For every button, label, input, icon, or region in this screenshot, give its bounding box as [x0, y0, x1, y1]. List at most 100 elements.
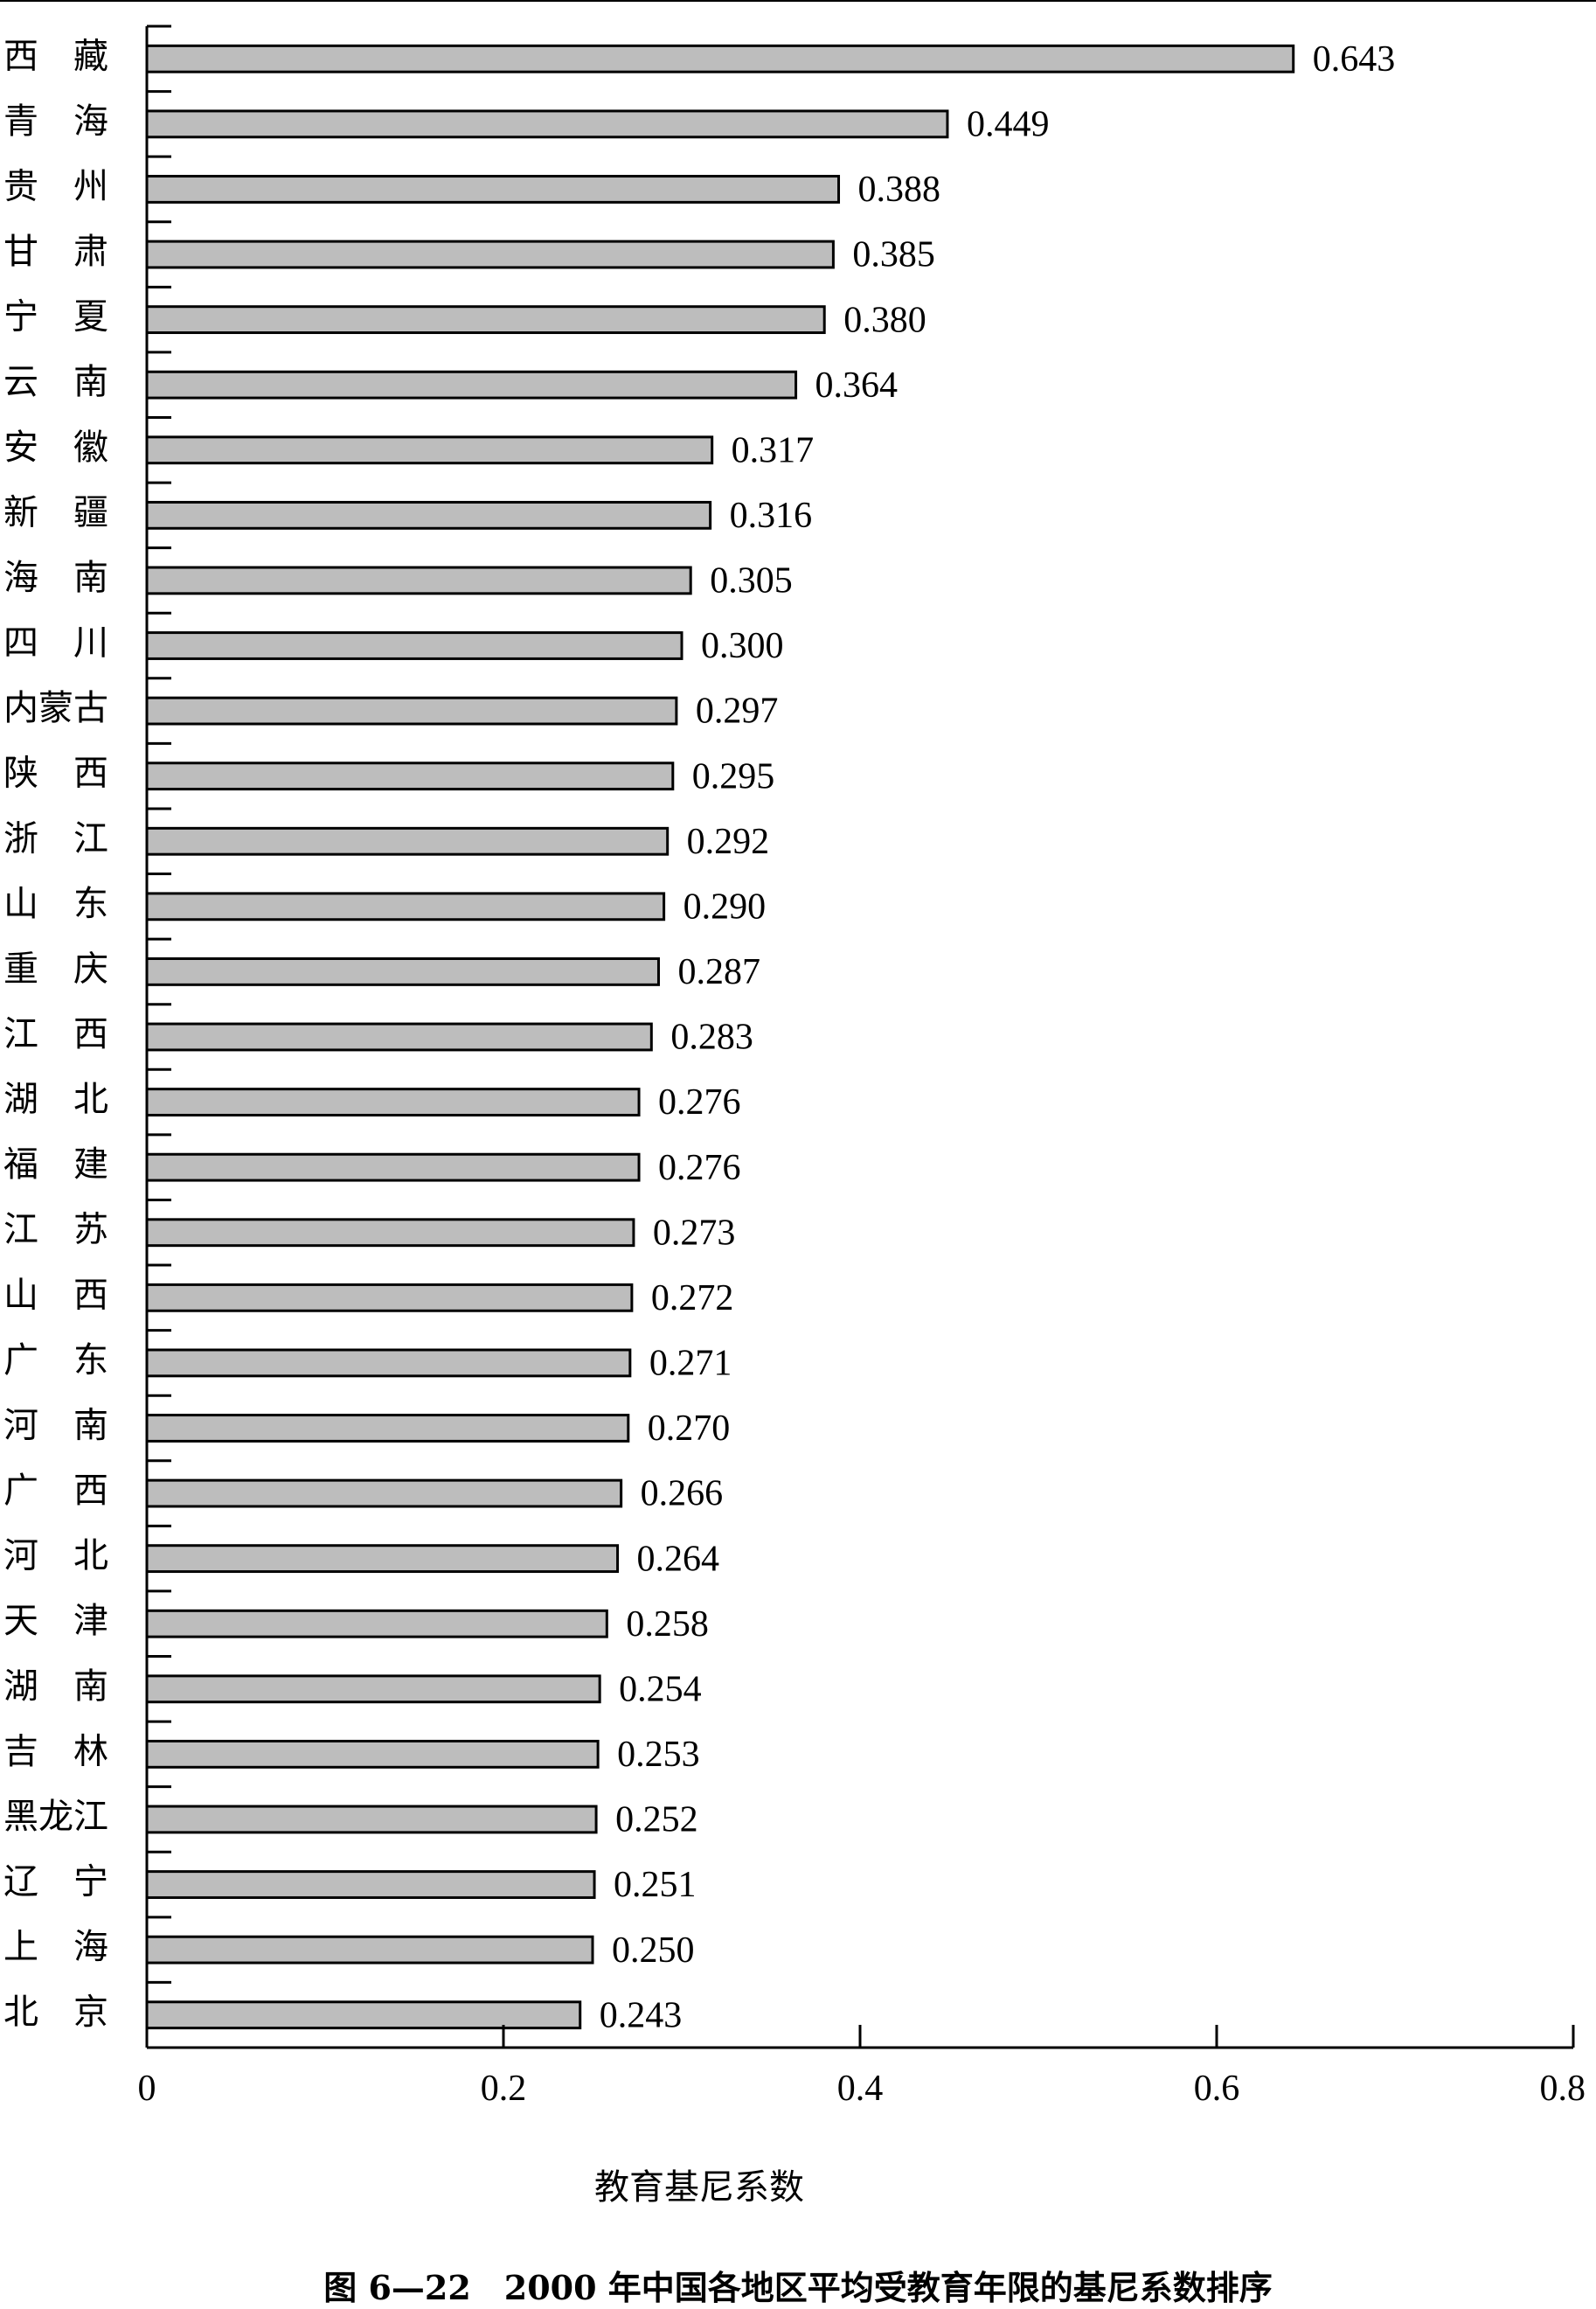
category-label: 湖 北 [3, 1080, 108, 1120]
value-label: 0.251 [614, 1865, 697, 1905]
bar [145, 762, 675, 791]
value-label: 0.270 [648, 1408, 731, 1449]
value-label: 0.258 [626, 1604, 709, 1645]
category-label: 吉 林 [3, 1731, 108, 1771]
bar [145, 1544, 620, 1574]
x-tick-label: 0.4 [837, 2069, 884, 2109]
bar [145, 1283, 634, 1312]
value-label: 0.449 [967, 105, 1050, 145]
value-label: 0.273 [653, 1213, 736, 1253]
category-label: 山 东 [3, 884, 108, 924]
value-label: 0.385 [852, 235, 935, 275]
category-label: 河 北 [3, 1536, 108, 1576]
bar [145, 1935, 594, 1965]
bar [145, 1218, 635, 1248]
category-label: 河 南 [3, 1405, 108, 1445]
bar [145, 500, 712, 530]
category-label: 海 南 [3, 558, 108, 598]
category-label: 青 海 [3, 101, 108, 142]
value-label: 0.292 [687, 822, 770, 862]
x-tick-label: 0.2 [481, 2069, 527, 2109]
category-label: 北 京 [3, 1993, 108, 2033]
category-label: 安 徽 [3, 428, 108, 468]
bar [145, 1674, 601, 1704]
bar [145, 566, 692, 595]
bar [145, 631, 684, 660]
value-label: 0.364 [815, 365, 899, 406]
bar [145, 892, 666, 922]
x-tick-label: 0.6 [1194, 2069, 1240, 2109]
bar [145, 1805, 598, 1834]
bar [145, 305, 826, 335]
value-label: 0.290 [684, 887, 767, 927]
bar [145, 1152, 641, 1182]
bar [145, 370, 798, 400]
x-axis-title: 教育基尼系数 [594, 2167, 804, 2208]
bar [145, 1478, 623, 1508]
category-label: 重 庆 [3, 949, 108, 989]
value-label: 0.317 [732, 430, 815, 470]
bar [145, 826, 670, 856]
category-label: 江 苏 [3, 1210, 108, 1250]
value-label: 0.252 [615, 1800, 698, 1840]
value-label: 0.295 [692, 756, 775, 796]
bar [145, 957, 660, 986]
value-label: 0.283 [670, 1018, 753, 1058]
value-label: 0.305 [710, 561, 793, 602]
value-label: 0.264 [637, 1539, 720, 1579]
value-label: 0.272 [651, 1278, 734, 1318]
value-label: 0.300 [701, 626, 784, 666]
bar [145, 1609, 608, 1638]
bar [145, 1739, 600, 1769]
bar [145, 44, 1295, 73]
bar [145, 175, 841, 204]
value-label: 0.243 [600, 1995, 683, 2035]
value-label: 0.271 [649, 1344, 732, 1384]
value-label: 0.316 [730, 496, 813, 536]
category-label: 新 疆 [3, 492, 108, 532]
value-label: 0.250 [612, 1930, 695, 1971]
category-label: 广 西 [3, 1471, 108, 1511]
x-tick-label: 0.8 [1540, 2069, 1586, 2109]
category-label: 天 津 [3, 1601, 108, 1641]
bar [145, 1348, 632, 1378]
category-label: 陕 西 [3, 754, 108, 794]
bar [145, 1088, 641, 1116]
category-label: 湖 南 [3, 1666, 108, 1707]
value-label: 0.297 [696, 692, 779, 732]
value-label: 0.287 [677, 952, 760, 992]
category-label: 广 东 [3, 1340, 108, 1381]
bar [145, 1870, 596, 1899]
category-label: 上 海 [3, 1927, 108, 1967]
bar [145, 240, 835, 269]
category-label: 浙 江 [3, 818, 108, 859]
category-label: 辽 宁 [3, 1862, 108, 1902]
category-label: 甘 肃 [3, 232, 108, 272]
value-label: 0.276 [658, 1148, 741, 1188]
value-label: 0.380 [843, 300, 926, 340]
bar [145, 109, 949, 139]
value-label: 0.253 [617, 1735, 700, 1775]
category-label: 四 川 [3, 623, 108, 664]
x-tick-label: 0 [138, 2069, 156, 2109]
figure-caption: 图 6—22 2000 年中国各地区平均受教育年限的基尼系数排序 [323, 2268, 1273, 2307]
category-label: 山 西 [3, 1275, 108, 1315]
category-label: 云 南 [3, 362, 108, 402]
bars-layer: 西 藏 0.643 青 海 0.449 贵 州 0.388 甘 肃 0.385 宁 夏 0.380… [3, 36, 1395, 2035]
category-label: 福 建 [3, 1144, 108, 1185]
bar [145, 2000, 582, 2030]
bar [145, 435, 714, 465]
value-label: 0.254 [619, 1669, 702, 1709]
bar [145, 1414, 630, 1443]
value-label: 0.388 [858, 170, 941, 210]
category-label: 贵 州 [3, 166, 108, 206]
category-label: 宁 夏 [3, 297, 108, 337]
axis-layer: 0 0.2 0.4 0.6 0.8 [138, 24, 1586, 2109]
bar [145, 696, 678, 726]
value-label: 0.643 [1313, 39, 1396, 80]
value-label: 0.266 [641, 1474, 724, 1514]
category-label: 江 西 [3, 1014, 108, 1054]
category-label: 内蒙古 [3, 688, 108, 728]
bar [145, 1022, 653, 1052]
